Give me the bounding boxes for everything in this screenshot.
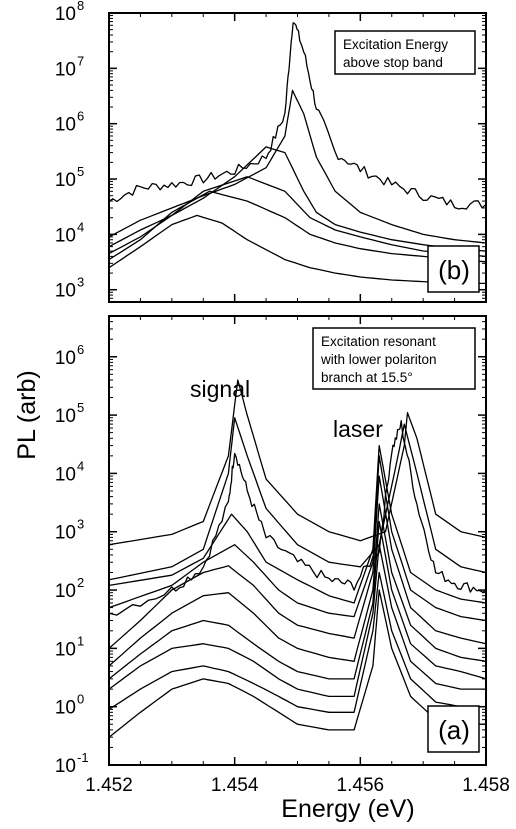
panel-b-series-line-2 bbox=[108, 89, 487, 244]
panel-a-ytick-exponent: -1 bbox=[77, 750, 89, 765]
panel-b-ytick-exponent: 6 bbox=[77, 109, 84, 124]
panel-a-series-line-1 bbox=[108, 379, 487, 546]
panel-b-label-box: (b) bbox=[427, 245, 480, 293]
panel-b-ytick-label: 10 bbox=[55, 170, 76, 191]
panel-a-series-line-10 bbox=[108, 571, 486, 713]
panel-b-ytick-label: 10 bbox=[55, 281, 76, 302]
panel-a-ytick-exponent: 1 bbox=[77, 633, 84, 648]
x-axis-title: Energy (eV) bbox=[281, 795, 414, 823]
panel-a-series-line-5 bbox=[108, 455, 487, 622]
panel-b-ytick-label: 10 bbox=[55, 4, 76, 25]
panel-b-series-line-1 bbox=[108, 22, 487, 210]
panel-b-label: (b) bbox=[438, 255, 470, 285]
y-axis-title: PL (arb) bbox=[13, 370, 41, 459]
panel-a-ytick-label: 10 bbox=[55, 406, 76, 427]
x-tick-label: 1.452 bbox=[85, 775, 133, 796]
panel-a-ytick-label: 10 bbox=[55, 348, 76, 369]
panel-b-ytick-exponent: 5 bbox=[77, 164, 84, 179]
panel-a-annotation-box: Excitation resonant with lower polariton… bbox=[312, 327, 476, 390]
panel-a-box-line-2: with lower polariton bbox=[320, 352, 437, 367]
panel-a-ytick-exponent: 3 bbox=[77, 517, 84, 532]
panel-b-box-line-1: Excitation Energy bbox=[343, 37, 448, 52]
panel-b-ytick-label: 10 bbox=[55, 225, 76, 246]
signal-annotation: signal bbox=[190, 376, 250, 402]
panel-a-ytick-label: 10 bbox=[55, 523, 76, 544]
panel-a-series-line-6 bbox=[108, 475, 487, 649]
panel-a-ytick-label: 10 bbox=[55, 698, 76, 719]
panel-a-ytick-exponent: 6 bbox=[77, 342, 84, 357]
panel-a-box-line-1: Excitation resonant bbox=[321, 334, 436, 349]
panel-b-ytick-exponent: 8 bbox=[77, 0, 84, 13]
panel-a-ytick-exponent: 2 bbox=[77, 575, 84, 590]
panel-a-series-line-2 bbox=[108, 417, 487, 581]
panel-b-ytick-label: 10 bbox=[55, 59, 76, 80]
panel-b-ytick-exponent: 3 bbox=[77, 275, 84, 290]
panel-a-series-line-11 bbox=[108, 589, 486, 738]
panel-b-series-line-6 bbox=[108, 214, 486, 285]
panel-b-ytick-label: 10 bbox=[55, 115, 76, 136]
x-tick-label: 1.456 bbox=[337, 775, 385, 796]
panel-a-frame bbox=[108, 315, 487, 766]
panel-b-annotation-box: Excitation Energy above stop band bbox=[334, 30, 476, 75]
panel-a-label-box: (a) bbox=[427, 705, 480, 753]
panel-a-series-line-3 bbox=[108, 420, 487, 616]
panel-b-ytick-exponent: 7 bbox=[77, 53, 84, 68]
panel-a-series-line-4 bbox=[108, 444, 487, 604]
panel-b-series-line-5 bbox=[108, 190, 487, 263]
panel-b-ytick-exponent: 4 bbox=[77, 219, 84, 234]
x-tick-label: 1.454 bbox=[211, 775, 259, 796]
panel-b-series-line-3 bbox=[108, 146, 487, 252]
x-tick-label: 1.458 bbox=[462, 775, 510, 796]
panel-a-box-line-3: branch at 15.5° bbox=[321, 370, 413, 385]
panel-a-series-line-8 bbox=[108, 520, 487, 680]
panel-b-series-line-4 bbox=[108, 176, 487, 258]
panel-a-ytick-label: 10 bbox=[55, 464, 76, 485]
panel-b-box-line-2: above stop band bbox=[343, 55, 443, 70]
laser-annotation: laser bbox=[333, 416, 383, 442]
panel-a-ytick-exponent: 5 bbox=[77, 400, 84, 415]
panel-a-series-line-9 bbox=[108, 544, 486, 698]
panel-a-ytick-exponent: 4 bbox=[77, 458, 84, 473]
panel-b-frame bbox=[108, 12, 487, 303]
panel-a-ytick-label: 10 bbox=[55, 581, 76, 602]
panel-a-ytick-label: 10 bbox=[55, 756, 76, 777]
panel-a-ytick-exponent: 0 bbox=[77, 692, 84, 707]
panel-a-label: (a) bbox=[438, 715, 470, 745]
panel-a-ytick-label: 10 bbox=[55, 639, 76, 660]
panel-a-series-line-7 bbox=[108, 503, 487, 667]
